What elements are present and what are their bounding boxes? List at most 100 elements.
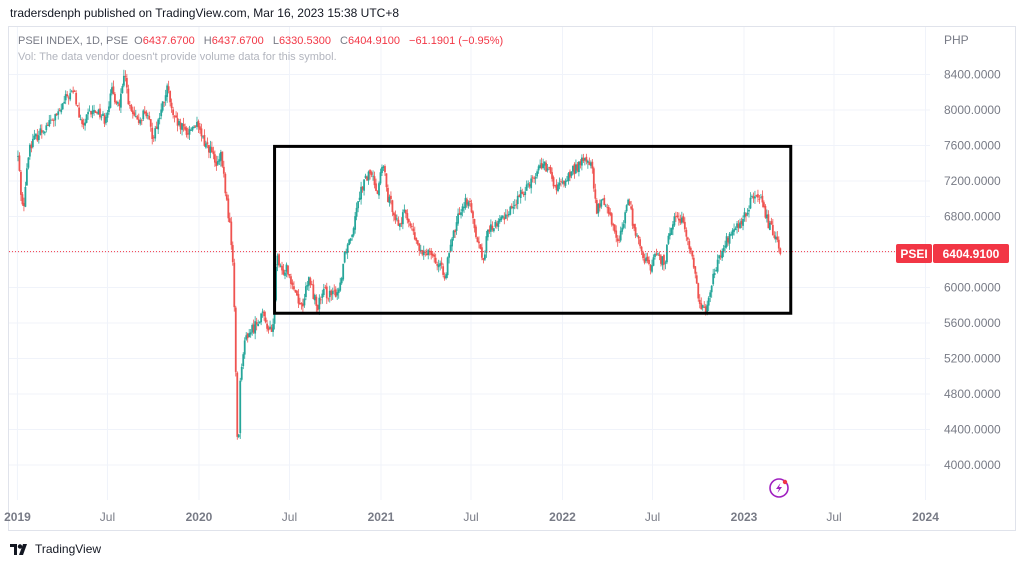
candle-body [37,135,40,141]
candle-body [570,171,573,176]
candle-body [378,183,380,196]
chart-frame[interactable] [8,26,1016,531]
candle-body [773,235,776,238]
candle-body [469,200,471,203]
candle-body [334,289,337,297]
candle-body [66,94,69,97]
candle-body [397,219,400,226]
candle-body [731,230,734,236]
candle-body [304,286,307,298]
candle-body [390,195,392,200]
candle-body [637,236,640,239]
candle-body [640,246,643,252]
consolidation-box[interactable] [273,144,793,315]
candle-body [619,230,622,241]
candle-body [549,166,552,173]
candle-body [315,296,318,306]
candle-body [446,257,449,276]
price-tick-label: 7200.0000 [944,174,1001,188]
candle-body [233,262,236,308]
candle-body [409,223,412,226]
candle-body [528,184,531,187]
candle-body [342,263,345,280]
candle-body [124,76,127,77]
candle-body [667,235,670,244]
candle-body [84,122,86,126]
candle-body [585,156,588,162]
candle-body [657,253,659,255]
candle-body [324,287,327,288]
candle-body [169,90,172,103]
candle-body [507,213,510,216]
legend-low: 6330.5300 [278,35,331,47]
candle-body [48,120,51,127]
candle-body [491,225,494,230]
candle-body [260,313,263,323]
candle-body [642,252,644,259]
price-tick-label: 8000.0000 [944,103,1001,117]
candle-body [557,184,559,192]
candle-body [242,354,245,366]
candle-body [624,212,627,224]
candle-body [76,105,79,107]
candle-body [249,332,252,335]
candle-body [219,152,222,161]
candle-body [294,289,297,293]
candle-body [513,205,516,207]
candle-body [278,254,280,266]
candle-body [321,293,324,298]
candle-body [199,126,201,130]
candle-body [200,128,203,137]
candle-body [645,257,647,262]
candle-body [519,190,522,198]
candle-body [393,212,395,216]
candle-body [771,224,774,236]
candle-body [72,90,75,93]
candle-body [109,93,112,108]
candle-body [218,159,221,162]
candle-body [34,133,37,137]
candle-body [100,116,103,118]
candle-body [707,297,710,306]
candle-body [777,239,780,249]
candle-body [63,101,66,104]
candle-body [609,212,612,215]
footer-brand[interactable]: TradingView [10,542,101,556]
candle-body [755,195,758,197]
candle-body [633,224,636,229]
candle-body [484,254,486,260]
candle-body [680,217,683,223]
candle-body [625,205,628,212]
candle-body [354,216,357,230]
candle-body [521,191,524,194]
candle-body [46,124,49,126]
candle-body [677,218,680,221]
candle-body [666,244,668,263]
candle-body [261,311,264,313]
candle-body [284,272,286,276]
candle-body [452,230,455,238]
candle-body [512,206,515,209]
candle-body [501,215,504,218]
candle-body [671,224,674,230]
time-tick-label: 2022 [549,510,576,524]
candle-body [712,273,715,285]
candle-body [327,298,330,300]
lightning-icon[interactable] [769,478,789,498]
candle-body [24,186,27,207]
candle-body [412,228,415,232]
candle-body [658,254,661,257]
candle-body [464,197,467,208]
legend-symbol: PSEI INDEX, 1D, PSE [18,35,129,47]
candle-body [148,115,151,120]
legend-change: −61.1901 (−0.95%) [409,35,504,47]
candle-body [379,172,382,184]
candle-body [531,177,534,179]
candle-body [761,195,764,203]
candle-body [382,166,385,168]
candle-body [18,155,21,171]
candle-body [398,224,401,227]
candle-body [318,297,321,310]
candle-body [128,105,131,106]
